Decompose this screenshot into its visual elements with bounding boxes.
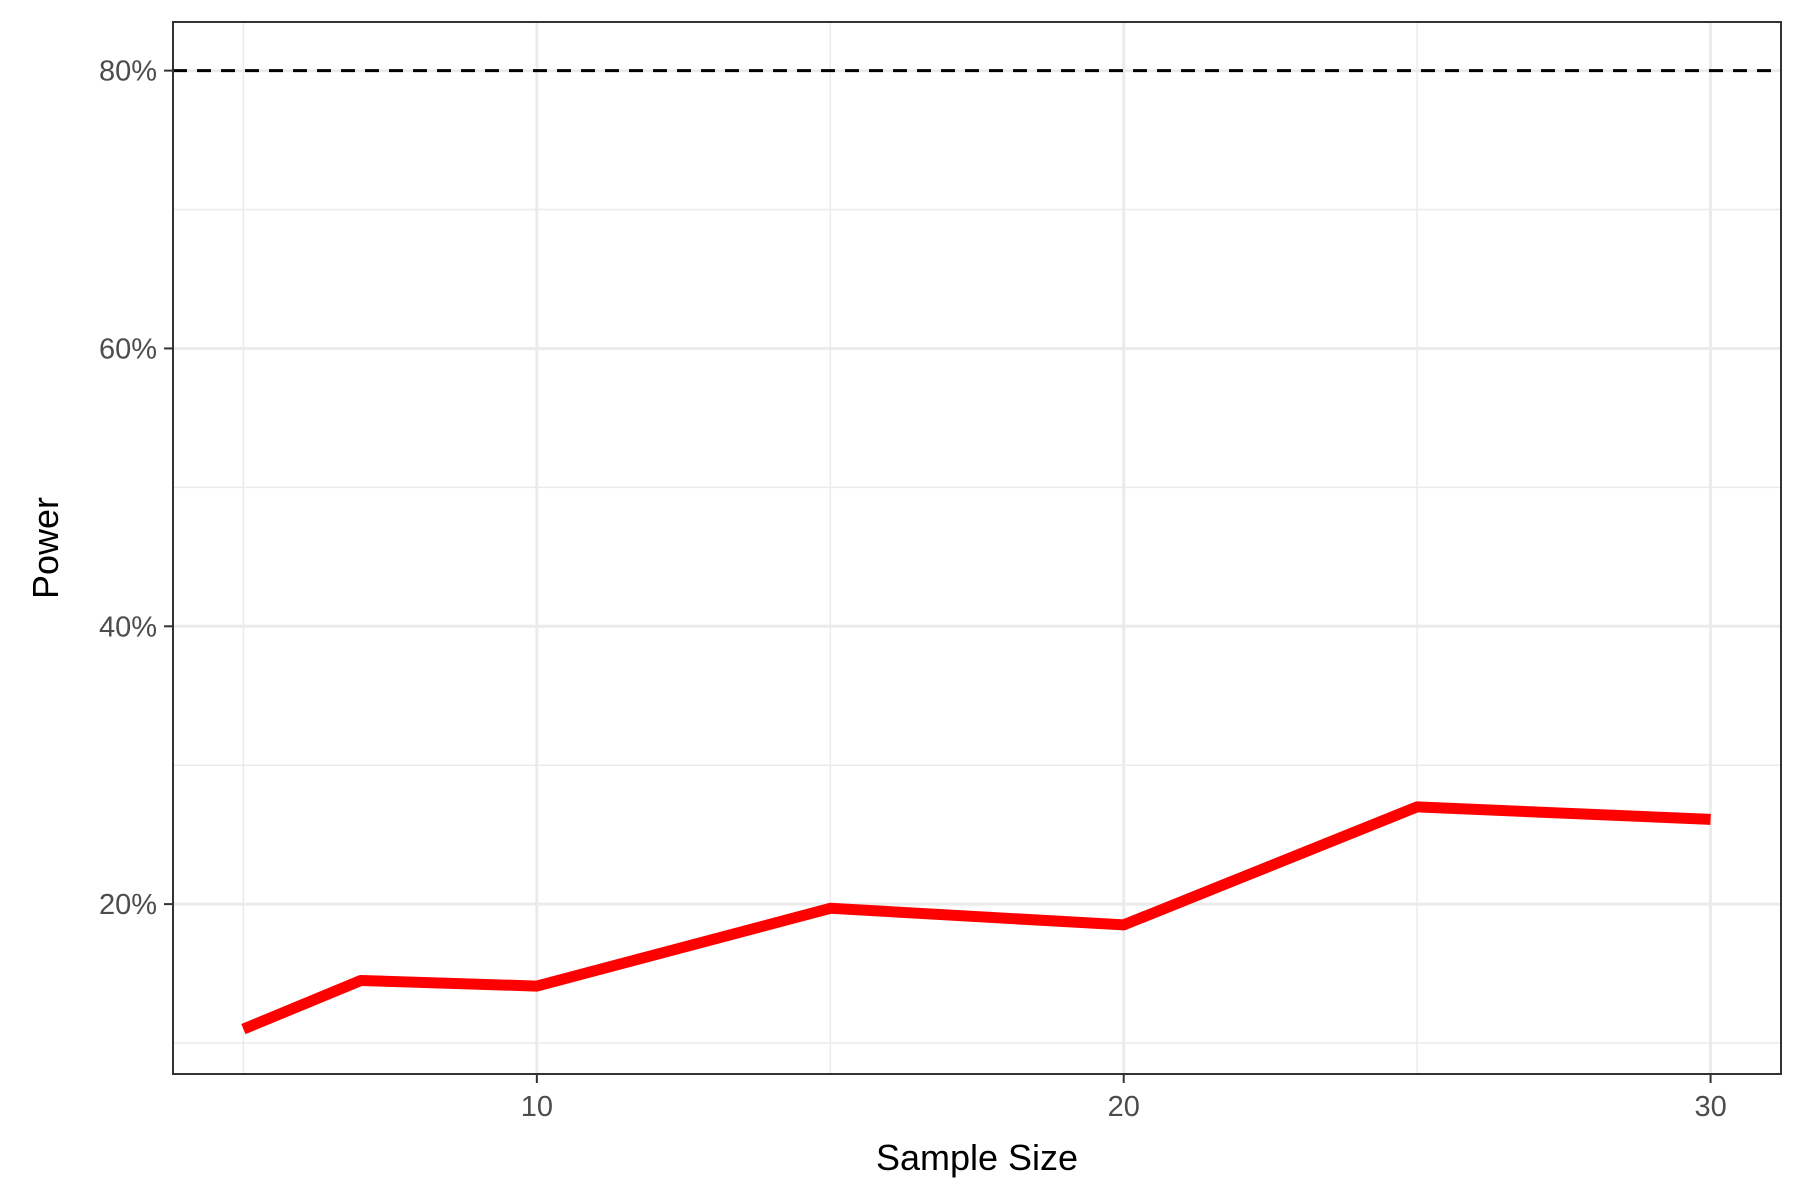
axis-ticks: 10 20 30 20% 40% 60% 80% (99, 56, 1727, 1123)
y-tick-label: 80% (99, 56, 157, 88)
x-axis-title: Sample Size (876, 1137, 1078, 1178)
x-tick-label: 10 (521, 1091, 553, 1123)
gridlines (173, 22, 1781, 1074)
plot-panel (173, 22, 1781, 1074)
y-axis-title: Power (25, 497, 66, 599)
y-tick-label: 20% (99, 889, 157, 921)
power-series-line (241, 801, 1711, 1035)
y-tick-label: 40% (99, 611, 157, 643)
series-group (241, 801, 1711, 1035)
x-tick-label: 30 (1694, 1091, 1726, 1123)
y-tick-label: 60% (99, 333, 157, 365)
plot-panel-border (172, 21, 1782, 1075)
x-tick-label: 20 (1108, 1091, 1140, 1123)
